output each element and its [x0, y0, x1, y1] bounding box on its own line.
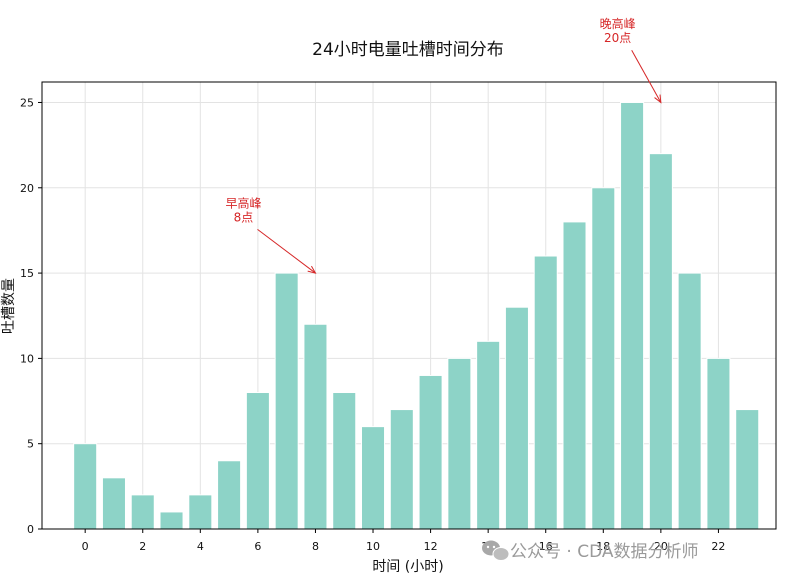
bar [562, 221, 587, 530]
watermark-text: 公众号 · CDA数据分析师 [510, 542, 699, 562]
watermark: 公众号 · CDA数据分析师 [482, 540, 699, 562]
x-tick-label: 6 [254, 540, 261, 553]
y-tick-label: 15 [20, 267, 34, 280]
chart-title: 24小时电量吐槽时间分布 [312, 40, 504, 60]
x-axis-label: 时间 (小时) [372, 559, 443, 575]
bar [274, 272, 299, 530]
ticks: 02468101214161820220510152025 [20, 96, 725, 553]
bar [130, 494, 155, 530]
bar [476, 340, 501, 530]
x-tick-label: 10 [366, 540, 380, 553]
bar [188, 494, 213, 530]
x-tick-label: 16 [539, 540, 553, 553]
annotation-arrow [257, 228, 316, 274]
x-tick-label: 12 [424, 540, 438, 553]
x-tick-label: 22 [711, 540, 725, 553]
annotation-label: 早高峰 8点 [225, 195, 261, 224]
bar [389, 409, 414, 530]
bar [447, 357, 472, 530]
y-tick-label: 10 [20, 352, 34, 365]
bar [418, 374, 443, 530]
x-tick-label: 0 [82, 540, 89, 553]
annotations: 早高峰 8点 晚高峰 20点 [225, 16, 662, 274]
y-tick-label: 20 [20, 182, 34, 195]
bar [303, 323, 328, 530]
bar [332, 392, 357, 530]
y-tick-label: 25 [20, 96, 34, 109]
bars [73, 101, 760, 530]
bar [706, 357, 731, 530]
y-axis-label: 吐槽数量 [1, 278, 17, 334]
bar [217, 460, 242, 530]
annotation-arrow [631, 49, 662, 103]
y-tick-label: 0 [27, 523, 34, 536]
bar [591, 187, 616, 530]
bar [620, 101, 645, 530]
x-tick-label: 8 [312, 540, 319, 553]
annotation-arrowhead [654, 94, 662, 104]
x-tick-label: 18 [596, 540, 610, 553]
bar [101, 477, 126, 530]
annotation-arrowhead [307, 265, 317, 274]
bar [245, 392, 270, 530]
x-tick-label: 2 [139, 540, 146, 553]
annotation-label: 晚高峰 20点 [600, 16, 636, 45]
bar [504, 306, 529, 530]
x-tick-label: 20 [654, 540, 668, 553]
bar [735, 409, 760, 530]
y-tick-label: 5 [27, 438, 34, 451]
bar [533, 255, 558, 530]
bar [159, 511, 184, 530]
bar [677, 272, 702, 530]
plot-frame [41, 81, 777, 530]
bar [361, 426, 386, 530]
bar [648, 153, 673, 530]
wechat-icon [482, 540, 510, 561]
x-tick-label: 4 [197, 540, 204, 553]
bar [73, 443, 98, 530]
